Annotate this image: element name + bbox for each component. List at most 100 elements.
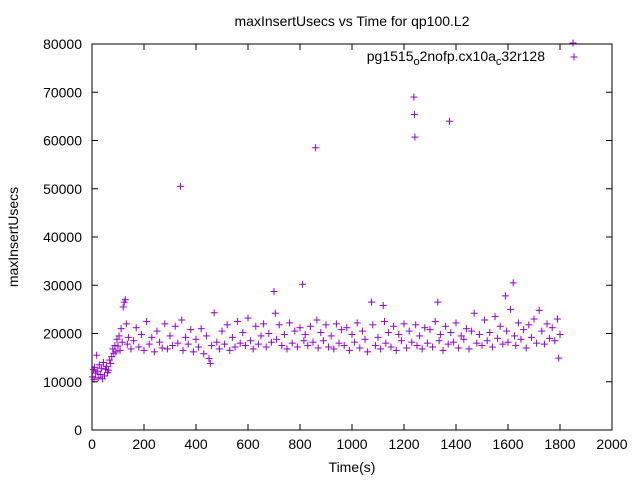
legend: pg1515o2nofp.cx10ac32r128	[367, 48, 578, 68]
data-point	[494, 334, 502, 342]
data-point	[512, 342, 520, 350]
data-point	[449, 338, 457, 346]
x-axis: 0 200 400 600 800 1000 1200 1400 1600 1800 2000	[88, 44, 628, 452]
data-point	[538, 327, 546, 335]
data-point	[382, 339, 390, 347]
data-point	[478, 342, 486, 350]
x-tick-label: 1000	[336, 436, 367, 452]
data-point	[148, 333, 156, 341]
data-point	[408, 338, 416, 346]
data-point	[475, 330, 483, 338]
x-tick: 1800	[544, 44, 576, 452]
x-tick-label: 400	[184, 436, 208, 452]
data-point	[364, 348, 372, 356]
x-tick-label: 2000	[596, 436, 627, 452]
data-point	[499, 340, 507, 348]
data-point	[112, 348, 120, 356]
data-point	[93, 367, 101, 375]
data-point	[208, 342, 216, 350]
legend-text-part: 32r128	[501, 48, 545, 64]
data-point	[130, 337, 138, 345]
data-point	[348, 330, 356, 338]
data-point	[239, 329, 247, 337]
data-point	[517, 335, 525, 343]
data-point	[244, 314, 252, 322]
data-point	[278, 342, 286, 350]
data-point	[234, 317, 242, 325]
legend-text-part: pg1515	[367, 48, 414, 64]
data-point	[309, 338, 317, 346]
data-point	[384, 329, 392, 337]
data-point	[353, 319, 361, 327]
data-point	[338, 326, 346, 334]
data-point	[267, 338, 275, 346]
data-point	[503, 327, 511, 335]
data-point	[184, 340, 192, 348]
data-point	[421, 324, 429, 332]
data-point	[462, 325, 470, 333]
data-point	[218, 327, 226, 335]
data-point	[345, 346, 353, 354]
data-point	[150, 348, 158, 356]
x-tick: 600	[236, 44, 260, 452]
data-point	[257, 332, 265, 340]
data-point	[206, 359, 214, 367]
x-tick: 800	[288, 44, 312, 452]
data-point	[551, 337, 559, 345]
data-point	[192, 335, 200, 343]
data-point	[161, 320, 169, 328]
data-point	[486, 329, 494, 337]
data-point	[280, 330, 288, 338]
data-point	[313, 316, 321, 324]
x-tick-label: 1600	[492, 436, 523, 452]
data-point	[270, 288, 278, 296]
data-point	[260, 320, 268, 328]
data-point	[304, 342, 312, 350]
data-point	[178, 316, 186, 324]
data-point	[522, 344, 530, 352]
data-point	[288, 339, 296, 347]
data-point	[117, 325, 125, 333]
data-point	[100, 372, 108, 380]
legend-marker	[570, 53, 578, 61]
y-tick: 60000	[43, 133, 612, 149]
data-point	[241, 342, 249, 350]
data-point	[460, 335, 468, 343]
data-point	[137, 330, 145, 338]
data-point	[358, 327, 366, 335]
data-point	[249, 345, 257, 353]
data-point	[530, 315, 538, 323]
x-tick: 2000	[596, 44, 628, 452]
x-tick: 1200	[388, 44, 420, 452]
data-point	[300, 337, 308, 345]
data-point	[481, 316, 489, 324]
y-tick-label: 50000	[43, 181, 82, 197]
data-point	[496, 322, 504, 330]
legend-subscript: c	[496, 56, 502, 68]
y-tick-label: 80000	[43, 36, 82, 52]
data-point	[169, 342, 177, 350]
data-point	[174, 339, 182, 347]
data-point	[556, 330, 564, 338]
data-point	[115, 332, 123, 340]
data-point	[410, 110, 418, 118]
data-point	[103, 362, 111, 370]
data-point	[434, 298, 442, 306]
x-tick: 1400	[440, 44, 472, 452]
data-point	[400, 320, 408, 328]
data-point	[405, 327, 413, 335]
x-tick-label: 800	[288, 436, 312, 452]
data-point	[379, 302, 387, 310]
x-tick-label: 1200	[388, 436, 419, 452]
data-point	[163, 345, 171, 353]
data-point	[540, 340, 548, 348]
data-point	[444, 340, 452, 348]
data-point	[96, 371, 104, 379]
x-tick-label: 600	[236, 436, 260, 452]
data-point	[442, 322, 450, 330]
data-point	[416, 332, 424, 340]
data-point	[291, 327, 299, 335]
data-point	[97, 364, 105, 372]
data-point	[296, 324, 304, 332]
plot-frame	[91, 43, 613, 431]
